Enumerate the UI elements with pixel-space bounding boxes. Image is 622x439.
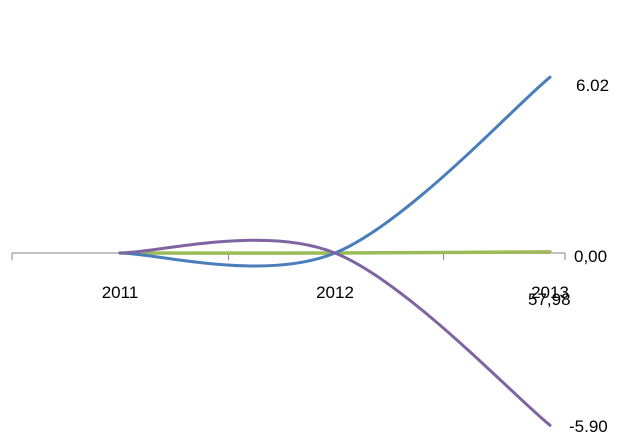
- labels-group: 2011 2012 2013 6.02 0,00 57,98 -5.90: [102, 76, 609, 436]
- data-label: 6.02: [576, 76, 609, 95]
- series-group: [118, 75, 552, 427]
- x-tick-label: 2013: [531, 283, 569, 302]
- x-tick-label: 2012: [316, 283, 354, 302]
- data-label: 57,98: [528, 290, 571, 309]
- data-label: -5.90: [569, 417, 608, 436]
- series-line-2: [118, 238, 552, 427]
- data-label: 0,00: [574, 247, 607, 266]
- series-line-1: [118, 75, 552, 268]
- x-tick-label: 2011: [102, 283, 139, 302]
